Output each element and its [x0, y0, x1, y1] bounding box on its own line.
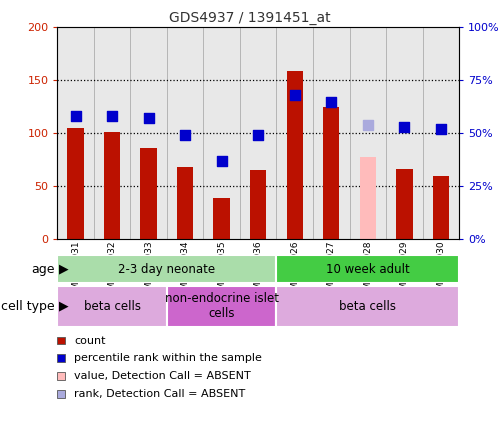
Point: [364, 121, 372, 128]
Bar: [57, 27, 94, 239]
Bar: [433, 176, 449, 239]
Text: percentile rank within the sample: percentile rank within the sample: [74, 353, 262, 363]
Bar: [276, 255, 459, 283]
Bar: [250, 170, 266, 239]
Point: [400, 124, 408, 130]
Bar: [386, 27, 423, 239]
Bar: [286, 71, 303, 239]
Point: [327, 98, 335, 105]
Bar: [214, 198, 230, 239]
Bar: [276, 27, 313, 239]
Bar: [423, 27, 459, 239]
Bar: [94, 27, 130, 239]
Point: [291, 92, 299, 99]
Point: [254, 132, 262, 139]
Text: ▶: ▶: [59, 300, 69, 313]
Point: [181, 132, 189, 139]
Point: [437, 126, 445, 132]
Bar: [204, 27, 240, 239]
Bar: [130, 27, 167, 239]
Point: [108, 113, 116, 120]
Bar: [360, 157, 376, 239]
Text: non-endocrine islet
cells: non-endocrine islet cells: [165, 292, 279, 320]
Text: count: count: [74, 335, 105, 346]
Bar: [67, 128, 84, 239]
Text: 10 week adult: 10 week adult: [326, 263, 410, 275]
Text: cell type: cell type: [1, 300, 55, 313]
Text: beta cells: beta cells: [339, 300, 396, 313]
Bar: [313, 27, 349, 239]
Bar: [349, 27, 386, 239]
Bar: [167, 286, 276, 327]
Text: ▶: ▶: [59, 263, 69, 275]
Point: [218, 157, 226, 164]
Text: beta cells: beta cells: [84, 300, 141, 313]
Text: age: age: [31, 263, 55, 275]
Bar: [396, 169, 413, 239]
Bar: [57, 286, 167, 327]
Point: [72, 113, 80, 120]
Text: 2-3 day neonate: 2-3 day neonate: [118, 263, 216, 275]
Text: GDS4937 / 1391451_at: GDS4937 / 1391451_at: [169, 11, 330, 25]
Bar: [167, 27, 204, 239]
Bar: [240, 27, 276, 239]
Bar: [104, 132, 120, 239]
Bar: [323, 107, 339, 239]
Bar: [140, 148, 157, 239]
Text: rank, Detection Call = ABSENT: rank, Detection Call = ABSENT: [74, 389, 245, 399]
Point: [145, 115, 153, 122]
Bar: [177, 167, 194, 239]
Text: value, Detection Call = ABSENT: value, Detection Call = ABSENT: [74, 371, 250, 381]
Bar: [57, 255, 276, 283]
Bar: [276, 286, 459, 327]
